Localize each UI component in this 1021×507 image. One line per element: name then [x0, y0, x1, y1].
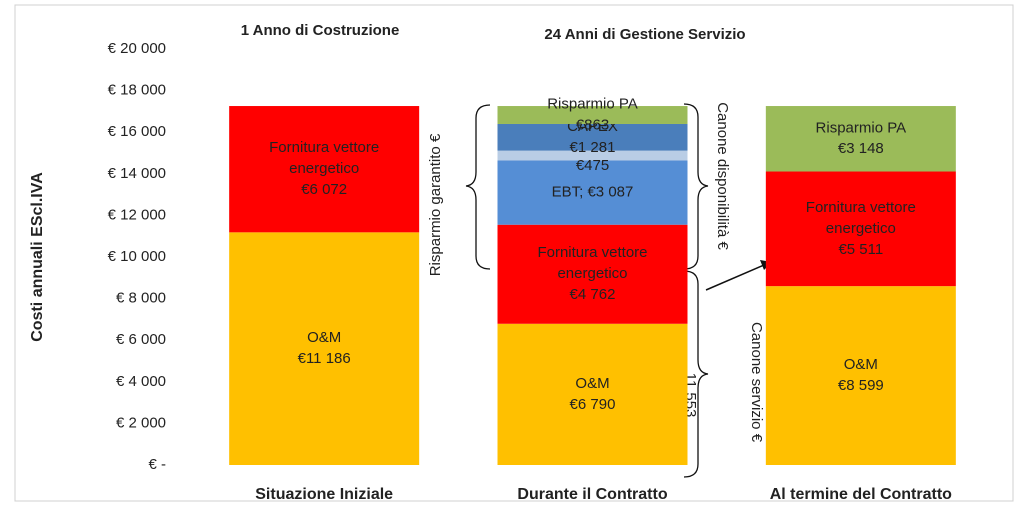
x-tick-label: Situazione Iniziale — [255, 486, 393, 503]
data-label: €6 790 — [570, 396, 616, 413]
y-tick-label: € - — [148, 456, 166, 473]
segment-name: O&M — [575, 375, 609, 392]
data-label: €863 — [576, 116, 609, 133]
bar-segment — [765, 171, 956, 287]
segment-name: O&M — [844, 356, 878, 373]
bar-segment — [497, 323, 688, 465]
data-label: €11 186 — [298, 350, 351, 367]
y-tick-label: € 10 000 — [108, 248, 166, 265]
y-tick-label: € 18 000 — [108, 82, 166, 99]
y-tick-label: € 6 000 — [116, 331, 166, 348]
annotation: Risparmio garantito € — [427, 133, 444, 276]
segment-name: O&M — [307, 329, 341, 346]
y-tick-label: € 20 000 — [108, 40, 166, 57]
y-tick-label: € 16 000 — [108, 123, 166, 140]
segment-name: Fornitura vettore energetico — [269, 139, 379, 177]
data-label: €5 511 — [838, 241, 883, 258]
bar-segment — [497, 106, 688, 124]
annotation: Canone servizio € — [748, 322, 765, 443]
segment-name: Risparmio PA — [547, 95, 638, 112]
data-label: €475 — [576, 157, 609, 174]
data-label: €3 148 — [838, 140, 884, 157]
arrow — [705, 264, 765, 291]
bar-segment — [229, 232, 420, 465]
y-tick-label: € 12 000 — [108, 206, 166, 223]
segment-name: Fornitura vettore energetico — [537, 244, 647, 282]
bar-segment — [765, 106, 956, 172]
x-tick-label: Durante il Contratto — [517, 486, 667, 503]
y-axis-label: Costi annuali EScl.IVA — [29, 172, 46, 342]
bar-segment — [497, 160, 688, 225]
bar-segment — [497, 224, 688, 324]
brace — [465, 104, 491, 270]
x-tick-label: Al termine del Contratto — [770, 486, 952, 503]
y-tick-label: € 4 000 — [116, 373, 166, 390]
bar-segment — [497, 150, 688, 161]
data-label: €4 762 — [570, 286, 616, 303]
y-tick-label: € 8 000 — [116, 290, 166, 307]
bar-segment — [765, 286, 956, 465]
data-label: EBT; €3 087 — [552, 184, 634, 201]
y-tick-label: € 14 000 — [108, 165, 166, 182]
y-tick-label: € 2 000 — [116, 414, 166, 431]
segment-name: Fornitura vettore energetico — [806, 199, 916, 237]
data-label: €6 072 — [301, 181, 347, 198]
brace — [683, 103, 709, 270]
data-label: €1 281 — [570, 139, 616, 156]
annotation: Canone disponibilità € — [714, 102, 731, 250]
segment-name: Risparmio PA — [816, 119, 907, 136]
data-label: €8 599 — [838, 377, 884, 394]
bar-segment — [229, 106, 420, 233]
header: 24 Anni di Gestione Servizio — [544, 26, 745, 43]
header: 1 Anno di Costruzione — [241, 22, 400, 39]
brace — [683, 270, 709, 478]
bar-segment — [497, 123, 688, 151]
